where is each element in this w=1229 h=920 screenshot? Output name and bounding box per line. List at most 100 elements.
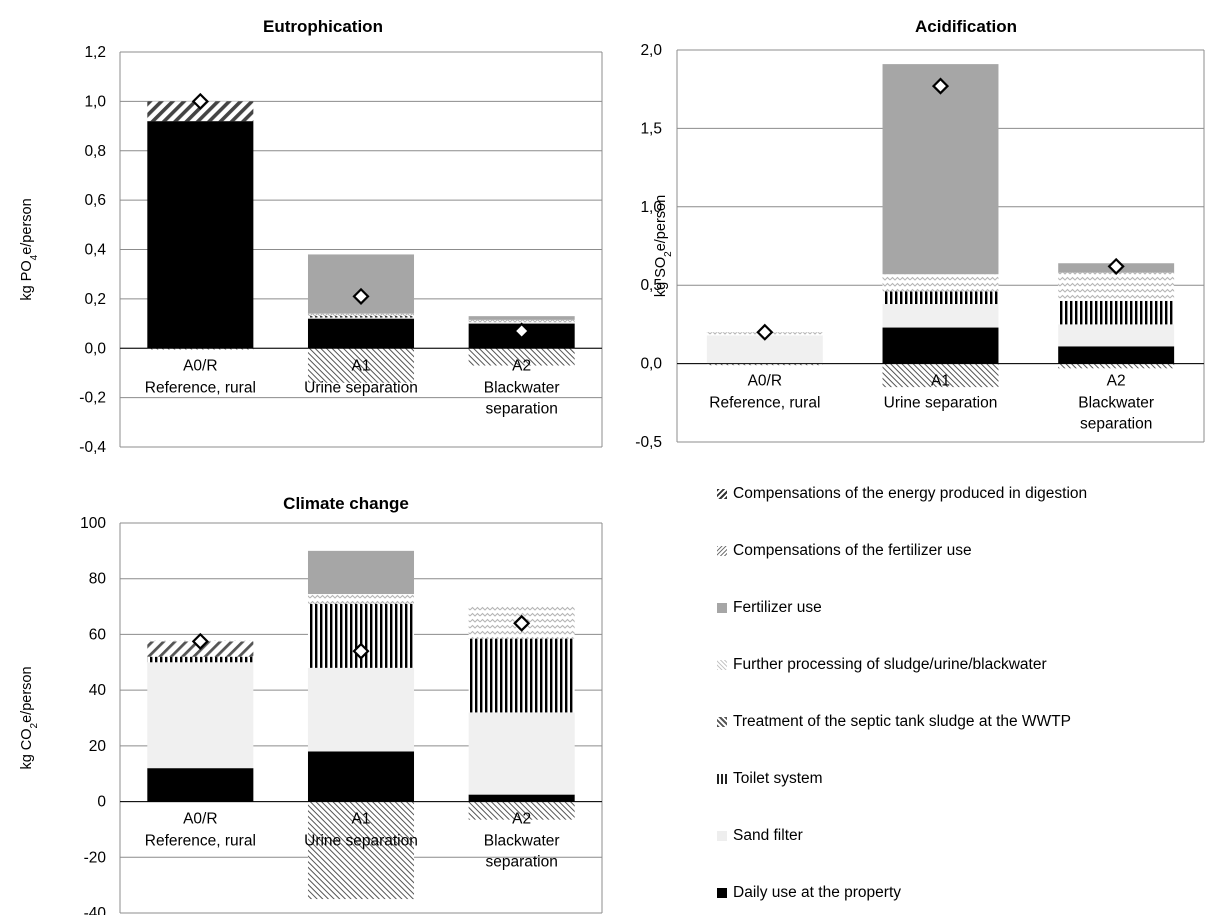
legend-label: Daily use at the property xyxy=(733,884,902,901)
bar-segment-further-processing-of-sludge-urine-blackwater xyxy=(307,594,415,604)
y-tick-label: 60 xyxy=(89,626,107,643)
bar-segment-compensations-of-the-fertilizer-use xyxy=(882,363,999,388)
category-code-label: A1 xyxy=(931,373,950,390)
category-name-label: Urine separation xyxy=(304,833,418,850)
bar-segment-further-processing-of-sludge-urine-blackwater xyxy=(307,313,415,317)
bar-segment-sand-filter xyxy=(1058,324,1175,347)
net-total-marker xyxy=(1107,257,1125,275)
bar-segment-compensations-of-the-fertilizer-use xyxy=(147,348,254,350)
legend-item-fertilizer-use: Fertilizer use xyxy=(717,596,822,620)
y-tick-label: 1,0 xyxy=(84,93,106,110)
legend-label: Compensations of the energy produced in … xyxy=(733,485,1088,502)
legend-label: Toilet system xyxy=(733,770,823,787)
bar-segment-fertilizer-use xyxy=(468,316,575,320)
category-name-label: separation xyxy=(485,400,557,417)
bar-segment-compensations-of-the-energy-produced-in-digestion xyxy=(147,101,254,122)
category-code-label: A0/R xyxy=(183,811,217,828)
legend-swatch-solid-gray xyxy=(717,603,727,613)
y-tick-label: 0,2 xyxy=(84,291,106,308)
y-tick-label: 1,5 xyxy=(640,120,662,137)
bar-segment-fertilizer-use xyxy=(882,64,999,275)
bar-segment-toilet-system xyxy=(307,316,415,318)
y-axis-label: kg SO2e/person xyxy=(653,195,674,297)
legend-swatch-diag-fine xyxy=(717,546,727,556)
bar-segment-sand-filter xyxy=(307,667,415,752)
y-tick-label: 0,4 xyxy=(84,242,106,259)
y-tick-label: 0,6 xyxy=(84,192,106,209)
y-tick-label: 0,5 xyxy=(640,277,662,294)
category-code-label: A1 xyxy=(352,357,371,374)
legend-swatch-light-gray xyxy=(717,831,727,841)
chart-title: Eutrophication xyxy=(263,17,383,36)
legend-swatch-diag-bold xyxy=(717,489,727,499)
y-tick-label: 1,0 xyxy=(640,199,662,216)
net-total-marker xyxy=(931,77,950,95)
bar-segment-sand-filter xyxy=(147,662,254,769)
legend-label: Fertilizer use xyxy=(733,599,822,616)
bar-segment-compensations-of-the-fertilizer-use xyxy=(468,801,575,820)
bar-segment-compensations-of-the-fertilizer-use xyxy=(706,363,823,366)
bar-segment-compensations-of-the-fertilizer-use xyxy=(1058,363,1175,369)
y-tick-label: 100 xyxy=(80,515,106,532)
legend-label: Sand filter xyxy=(733,827,803,844)
bar-segment-daily-use-at-the-property xyxy=(147,121,254,349)
bar-segment-daily-use-at-the-property xyxy=(307,318,415,349)
y-tick-label: -0,2 xyxy=(79,390,106,407)
bar-segment-further-processing-of-sludge-urine-blackwater xyxy=(1058,272,1175,301)
legend-item-further-processing: Further processing of sludge/urine/black… xyxy=(717,653,1047,677)
category-code-label: A2 xyxy=(512,357,531,374)
legend-swatch-zigzag xyxy=(717,660,727,670)
net-total-marker xyxy=(513,322,531,340)
bar-segment-daily-use-at-the-property xyxy=(468,794,575,802)
legend-item-fertilizer-compensation: Compensations of the fertilizer use xyxy=(717,539,972,563)
bar-segment-sand-filter xyxy=(882,304,999,328)
y-tick-label: 1,2 xyxy=(84,44,106,61)
bar-segment-toilet-system xyxy=(1058,300,1175,325)
category-name-label: Blackwater xyxy=(1078,395,1154,412)
bar-segment-compensations-of-the-fertilizer-use xyxy=(307,801,415,900)
net-total-marker xyxy=(191,632,209,650)
category-code-label: A0/R xyxy=(183,357,217,374)
chart-title: Climate change xyxy=(283,494,409,513)
chart-panel-climate-change: -40 -20 0 20 40 60 80 100 Climate change kg CO2e/… xyxy=(19,494,603,920)
net-total-marker xyxy=(352,287,370,305)
category-name-label: Urine separation xyxy=(884,395,998,412)
category-name-label: Urine separation xyxy=(304,379,418,396)
category-code-label: A2 xyxy=(1107,373,1126,390)
y-tick-label: 0,8 xyxy=(84,143,106,160)
bar-segment-daily-use-at-the-property xyxy=(1058,346,1175,364)
bar-segment-toilet-system xyxy=(147,656,254,663)
legend-swatch-vertical xyxy=(717,774,727,784)
net-total-marker xyxy=(352,642,370,660)
bar-segment-daily-use-at-the-property xyxy=(882,327,999,364)
legend-item-daily-use: Daily use at the property xyxy=(717,881,901,905)
category-name-label: Blackwater xyxy=(484,379,560,396)
category-name-label: separation xyxy=(485,854,557,871)
legend-item-sand-filter: Sand filter xyxy=(717,824,803,848)
chart-title: Acidification xyxy=(915,17,1017,36)
bar-segment-fertilizer-use xyxy=(307,550,415,595)
category-name-label: Reference, rural xyxy=(709,395,820,412)
bar-segment-further-processing-of-sludge-urine-blackwater xyxy=(882,274,999,292)
bar-segment-compensations-of-the-fertilizer-use xyxy=(307,348,415,383)
chart-panel-eutrophication: -0,4 -0,2 0,0 0,2 0,4 0,6 0,8 1,0 1,2 Eutrophicat… xyxy=(19,17,603,456)
legend-label: Treatment of the septic tank sludge at t… xyxy=(733,713,1071,730)
bar-segment-daily-use-at-the-property xyxy=(307,751,415,802)
category-code-label: A2 xyxy=(512,811,531,828)
y-tick-label: 80 xyxy=(89,571,107,588)
category-name-label: Reference, rural xyxy=(145,833,256,850)
category-code-label: A1 xyxy=(352,811,371,828)
y-tick-label: 0 xyxy=(97,794,106,811)
category-name-label: Reference, rural xyxy=(145,379,256,396)
y-tick-label: 0,0 xyxy=(84,340,106,357)
chart-panel-acidification: -0,5 0,0 0,5 1,0 1,5 2,0 Acidification kg SO2e/… xyxy=(635,17,1205,451)
legend-swatch-diag-wide xyxy=(717,717,727,727)
y-axis-label: kg PO4e/person xyxy=(19,198,40,300)
category-name-label: Blackwater xyxy=(484,833,560,850)
y-tick-label: 20 xyxy=(89,738,107,755)
legend-swatch-solid-black xyxy=(717,888,727,898)
bar-segment-compensations-of-the-fertilizer-use xyxy=(468,348,575,366)
category-code-label: A0/R xyxy=(748,373,782,390)
bar-segment-further-processing-of-sludge-urine-blackwater xyxy=(468,319,575,323)
bar-segment-sand-filter xyxy=(307,317,415,319)
